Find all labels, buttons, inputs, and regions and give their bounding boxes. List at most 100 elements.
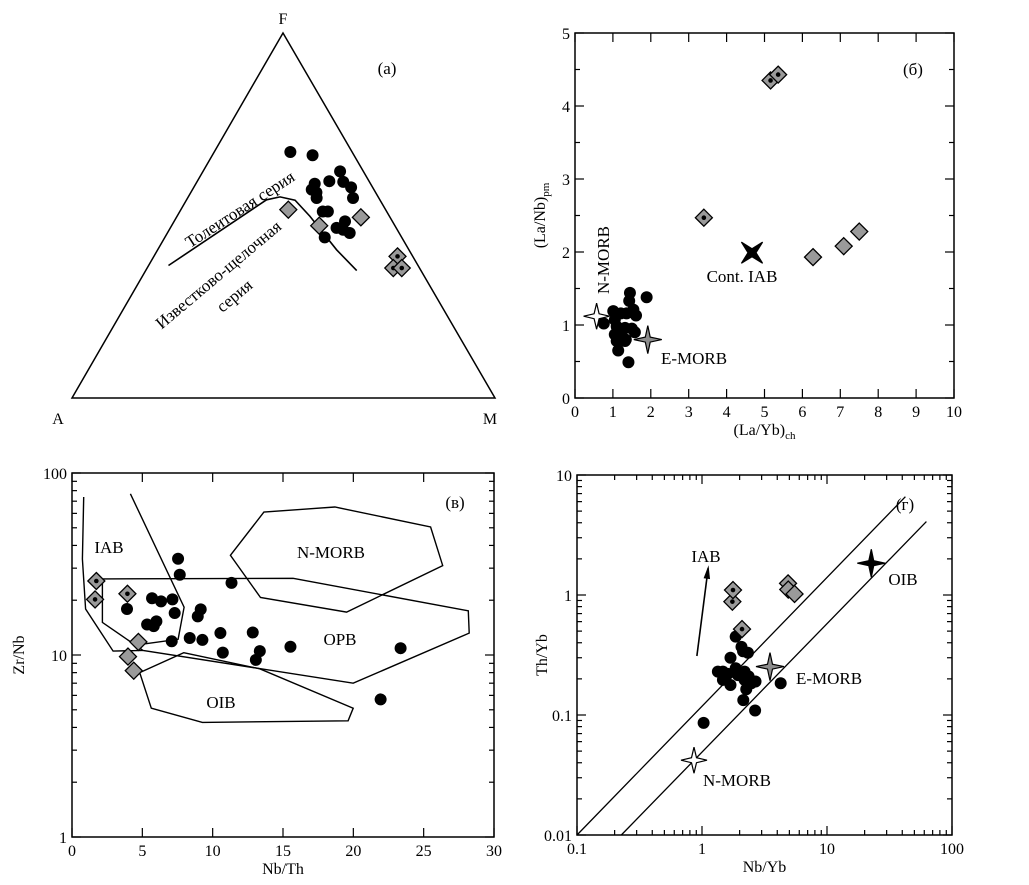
data-point-circle — [173, 568, 186, 581]
arrow-head-icon — [703, 565, 711, 580]
y-tick-label: 1 — [562, 318, 570, 335]
data-point-circle — [172, 552, 185, 565]
y-tick-label: 0 — [562, 391, 570, 408]
plot-frame — [576, 474, 953, 836]
x-tick-label: 1 — [698, 841, 706, 858]
x-tick-label: 5 — [138, 843, 146, 860]
apex-label-a: A — [52, 411, 64, 428]
data-point-circle — [321, 205, 334, 218]
x-tick-label: 6 — [798, 404, 806, 421]
data-point-circle — [318, 231, 331, 244]
data-point-diamond-dot — [775, 72, 781, 77]
x-tick-label: 20 — [345, 843, 361, 860]
x-tick-label: 0 — [571, 404, 579, 421]
annotation-label: E-MORB — [661, 349, 727, 368]
data-point-diamond — [309, 216, 329, 236]
panel-b — [574, 32, 955, 399]
data-point-circle — [165, 635, 178, 648]
data-point-circle — [724, 678, 737, 691]
x-tick-label: 5 — [761, 404, 769, 421]
data-point-circle — [323, 175, 336, 188]
lower-boundary-line — [620, 521, 927, 836]
x-tick-label: 15 — [275, 843, 291, 860]
data-point-circle — [374, 693, 387, 706]
data-point-star-gray — [755, 652, 785, 681]
data-point-circle — [166, 593, 179, 606]
data-point-diamond-dot — [94, 578, 99, 584]
data-point-circle — [225, 576, 238, 589]
data-point-circle — [196, 633, 209, 646]
annotation-label: OIB — [206, 693, 235, 712]
data-point-circle — [612, 344, 625, 357]
y-axis-label-sub: pm — [540, 182, 552, 197]
data-point-circle — [183, 631, 196, 644]
panel-c — [71, 472, 495, 838]
data-point-star-white — [680, 747, 708, 774]
data-point-circle — [306, 149, 319, 162]
annotation-label: N-MORB — [703, 771, 771, 790]
data-point-circle — [155, 595, 168, 608]
y-tick-label: 0.1 — [552, 708, 572, 725]
data-point-circle — [630, 309, 643, 322]
panel-label: (а) — [378, 59, 397, 78]
series-boundary-curve — [168, 196, 358, 272]
x-tick-label: 3 — [685, 404, 693, 421]
y-axis-label: (La/Nb)pm — [532, 182, 552, 248]
y-tick-label: 100 — [43, 466, 67, 483]
data-point-diamond-dot — [125, 591, 130, 597]
plot-frame — [574, 32, 955, 399]
field-boundary-opb — [101, 577, 470, 684]
data-point-circle — [168, 607, 181, 620]
data-point-diamond-dot — [730, 587, 736, 593]
panel-a — [70, 31, 497, 399]
data-point-diamond — [834, 236, 854, 256]
data-point-circle — [619, 335, 632, 348]
annotation-label: IAB — [691, 547, 720, 566]
data-point-circle — [640, 291, 653, 304]
data-point-circle — [147, 620, 160, 633]
data-point-diamond — [128, 632, 148, 652]
apex-label-m: M — [483, 411, 497, 428]
y-tick-label: 4 — [562, 99, 570, 116]
data-point-diamond-dot — [739, 626, 745, 632]
x-tick-label: 7 — [836, 404, 844, 421]
y-axis-label: Th/Yb — [534, 634, 551, 676]
x-axis-label-sub: ch — [785, 430, 796, 442]
data-point-circle — [214, 627, 227, 640]
data-point-circle — [216, 646, 229, 659]
x-tick-label: 1 — [609, 404, 617, 421]
data-point-diamond-dot — [399, 265, 405, 271]
data-point-circle — [249, 653, 262, 666]
data-point-circle — [334, 165, 347, 178]
data-point-circle — [146, 592, 159, 605]
field-boundary-iab-left — [81, 496, 144, 652]
annotation-label: Cont. IAB — [707, 267, 778, 286]
data-point-circle — [284, 145, 297, 158]
data-point-circle — [740, 683, 753, 696]
x-tick-label: 9 — [912, 404, 920, 421]
panel-label: (в) — [445, 493, 464, 512]
data-point-diamond-dot — [92, 597, 98, 602]
x-tick-label: 0.1 — [567, 841, 587, 858]
field-boundary-iab-right — [129, 493, 185, 646]
data-point-circle — [737, 694, 750, 707]
annotation-label: OIB — [888, 570, 917, 589]
annotation-label: OPB — [323, 630, 356, 649]
data-point-diamond-dot — [701, 215, 707, 220]
data-point-star-black — [857, 549, 886, 578]
data-point-circle — [284, 640, 297, 653]
data-point-star-black — [740, 241, 764, 264]
x-tick-label: 10 — [205, 843, 221, 860]
data-point-circle — [347, 191, 360, 204]
data-point-diamond — [118, 647, 138, 667]
data-point-circle — [121, 602, 134, 615]
data-point-diamond — [849, 222, 869, 241]
x-tick-label: 30 — [486, 843, 502, 860]
field-boundary-n-morb — [229, 506, 444, 613]
data-point-diamond — [803, 247, 823, 267]
annotation-label: E-MORB — [796, 669, 862, 688]
data-point-diamond — [124, 661, 144, 681]
panel-label: (б) — [903, 60, 923, 79]
x-tick-label: 25 — [416, 843, 432, 860]
data-point-circle — [622, 356, 635, 369]
